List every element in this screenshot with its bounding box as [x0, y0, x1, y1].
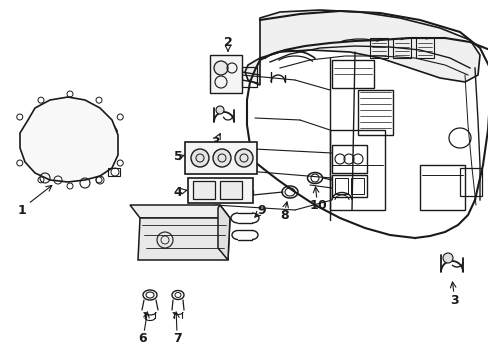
- Text: $\mathbf{8}$: $\mathbf{8}$: [280, 208, 289, 221]
- Text: $\mathbf{1}$: $\mathbf{1}$: [17, 203, 27, 216]
- Circle shape: [214, 61, 227, 75]
- Bar: [193, 181, 215, 199]
- Polygon shape: [244, 10, 479, 85]
- Bar: [209, 55, 242, 93]
- Bar: [369, 38, 387, 58]
- Bar: [108, 168, 120, 176]
- Text: $\mathbf{7}$: $\mathbf{7}$: [173, 332, 183, 345]
- Bar: [187, 178, 252, 203]
- Bar: [419, 165, 464, 210]
- Bar: [357, 90, 392, 135]
- Bar: [184, 142, 257, 174]
- Circle shape: [235, 149, 252, 167]
- Text: $\mathbf{9}$: $\mathbf{9}$: [257, 203, 266, 216]
- Bar: [415, 38, 433, 58]
- Text: $\mathbf{3}$: $\mathbf{3}$: [211, 135, 221, 149]
- Bar: [350, 178, 363, 194]
- Text: $\mathbf{2}$: $\mathbf{2}$: [223, 36, 232, 49]
- Bar: [392, 38, 410, 58]
- Bar: [331, 175, 366, 197]
- Polygon shape: [138, 218, 229, 260]
- Bar: [459, 168, 481, 196]
- Polygon shape: [20, 97, 118, 182]
- Bar: [220, 181, 242, 199]
- Text: $\mathbf{6}$: $\mathbf{6}$: [138, 332, 148, 345]
- Polygon shape: [130, 205, 229, 218]
- Bar: [242, 67, 257, 87]
- Circle shape: [442, 253, 452, 263]
- Bar: [334, 178, 347, 194]
- Circle shape: [191, 149, 208, 167]
- Text: $\mathbf{5}$: $\mathbf{5}$: [173, 149, 183, 162]
- Bar: [331, 60, 373, 88]
- Text: $\mathbf{3}$: $\mathbf{3}$: [449, 293, 459, 306]
- Bar: [329, 130, 384, 210]
- Circle shape: [216, 106, 224, 114]
- Polygon shape: [218, 205, 229, 260]
- Text: $\mathbf{4}$: $\mathbf{4}$: [173, 185, 183, 198]
- Circle shape: [213, 149, 230, 167]
- Text: $\mathbf{10}$: $\mathbf{10}$: [308, 198, 327, 212]
- Bar: [331, 145, 366, 173]
